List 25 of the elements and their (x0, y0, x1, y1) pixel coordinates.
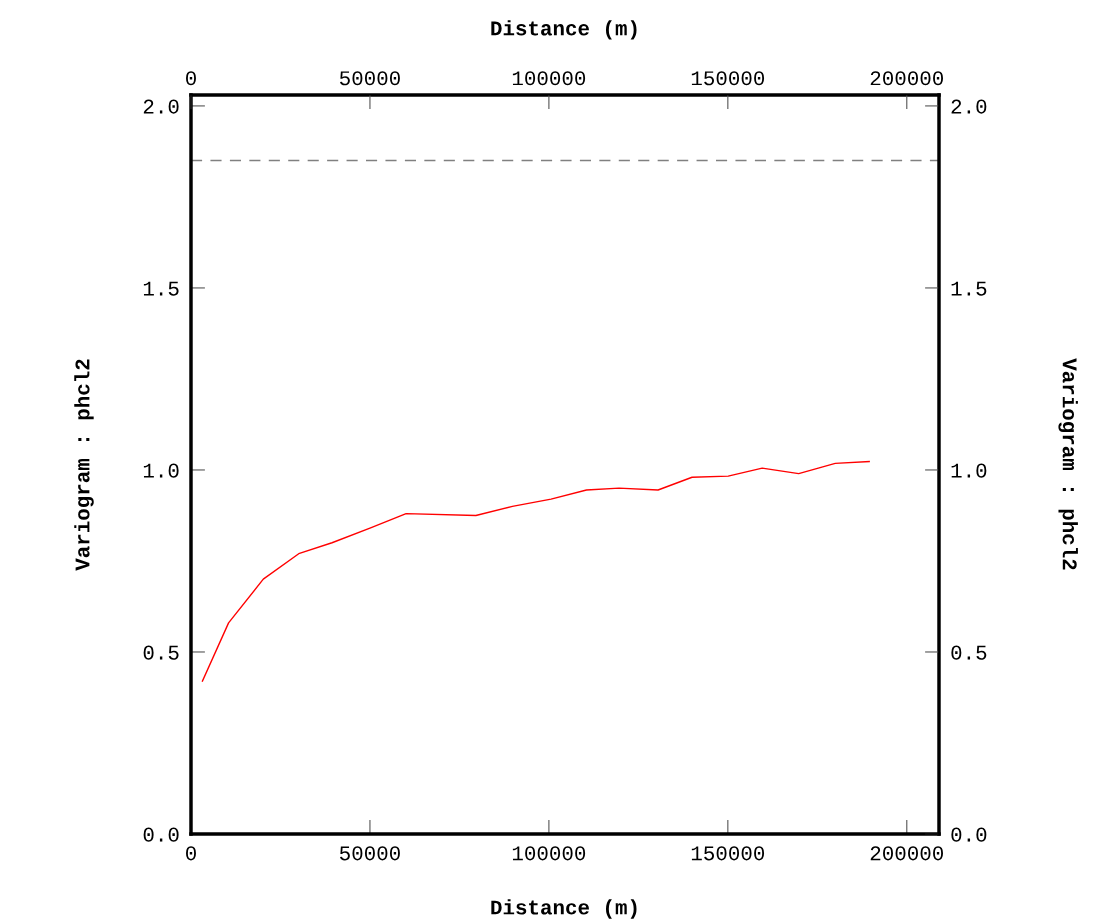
x-tick-label: 0 (186, 71, 196, 86)
y-tick-label: 1.5 (143, 281, 179, 296)
y2-tick-label: 0.5 (951, 645, 987, 660)
y2-tick-label: 2.0 (951, 99, 987, 114)
x2-tick-label: 200000 (870, 846, 944, 861)
y-tick-label: 0.0 (143, 827, 179, 842)
y2-tick-label: 1.0 (951, 463, 987, 478)
y2-tick-label: 1.5 (951, 281, 987, 296)
x-tick-label: 150000 (691, 71, 765, 86)
x2-tick-label: 150000 (691, 846, 765, 861)
line-series (201, 460, 870, 682)
x2-axis-title: Distance (m) (491, 20, 637, 40)
x2-tick-label: 0 (186, 846, 196, 861)
y2-tick-label: 0.0 (951, 827, 987, 842)
x-axis-title: Distance (m) (491, 899, 637, 919)
y-tick-label: 2.0 (143, 99, 179, 114)
x-tick-label: 200000 (870, 71, 944, 86)
x2-tick-label: 50000 (339, 846, 400, 861)
y2-axis-title: Variogram : phcl2 (1058, 358, 1078, 570)
y-tick-label: 0.5 (143, 645, 179, 660)
x-tick-label: 50000 (339, 71, 400, 86)
x-tick-label: 100000 (512, 71, 586, 86)
x2-tick-label: 100000 (512, 846, 586, 861)
y-axis-title: Variogram : phcl2 (74, 359, 94, 571)
y-tick-label: 1.0 (143, 463, 179, 478)
